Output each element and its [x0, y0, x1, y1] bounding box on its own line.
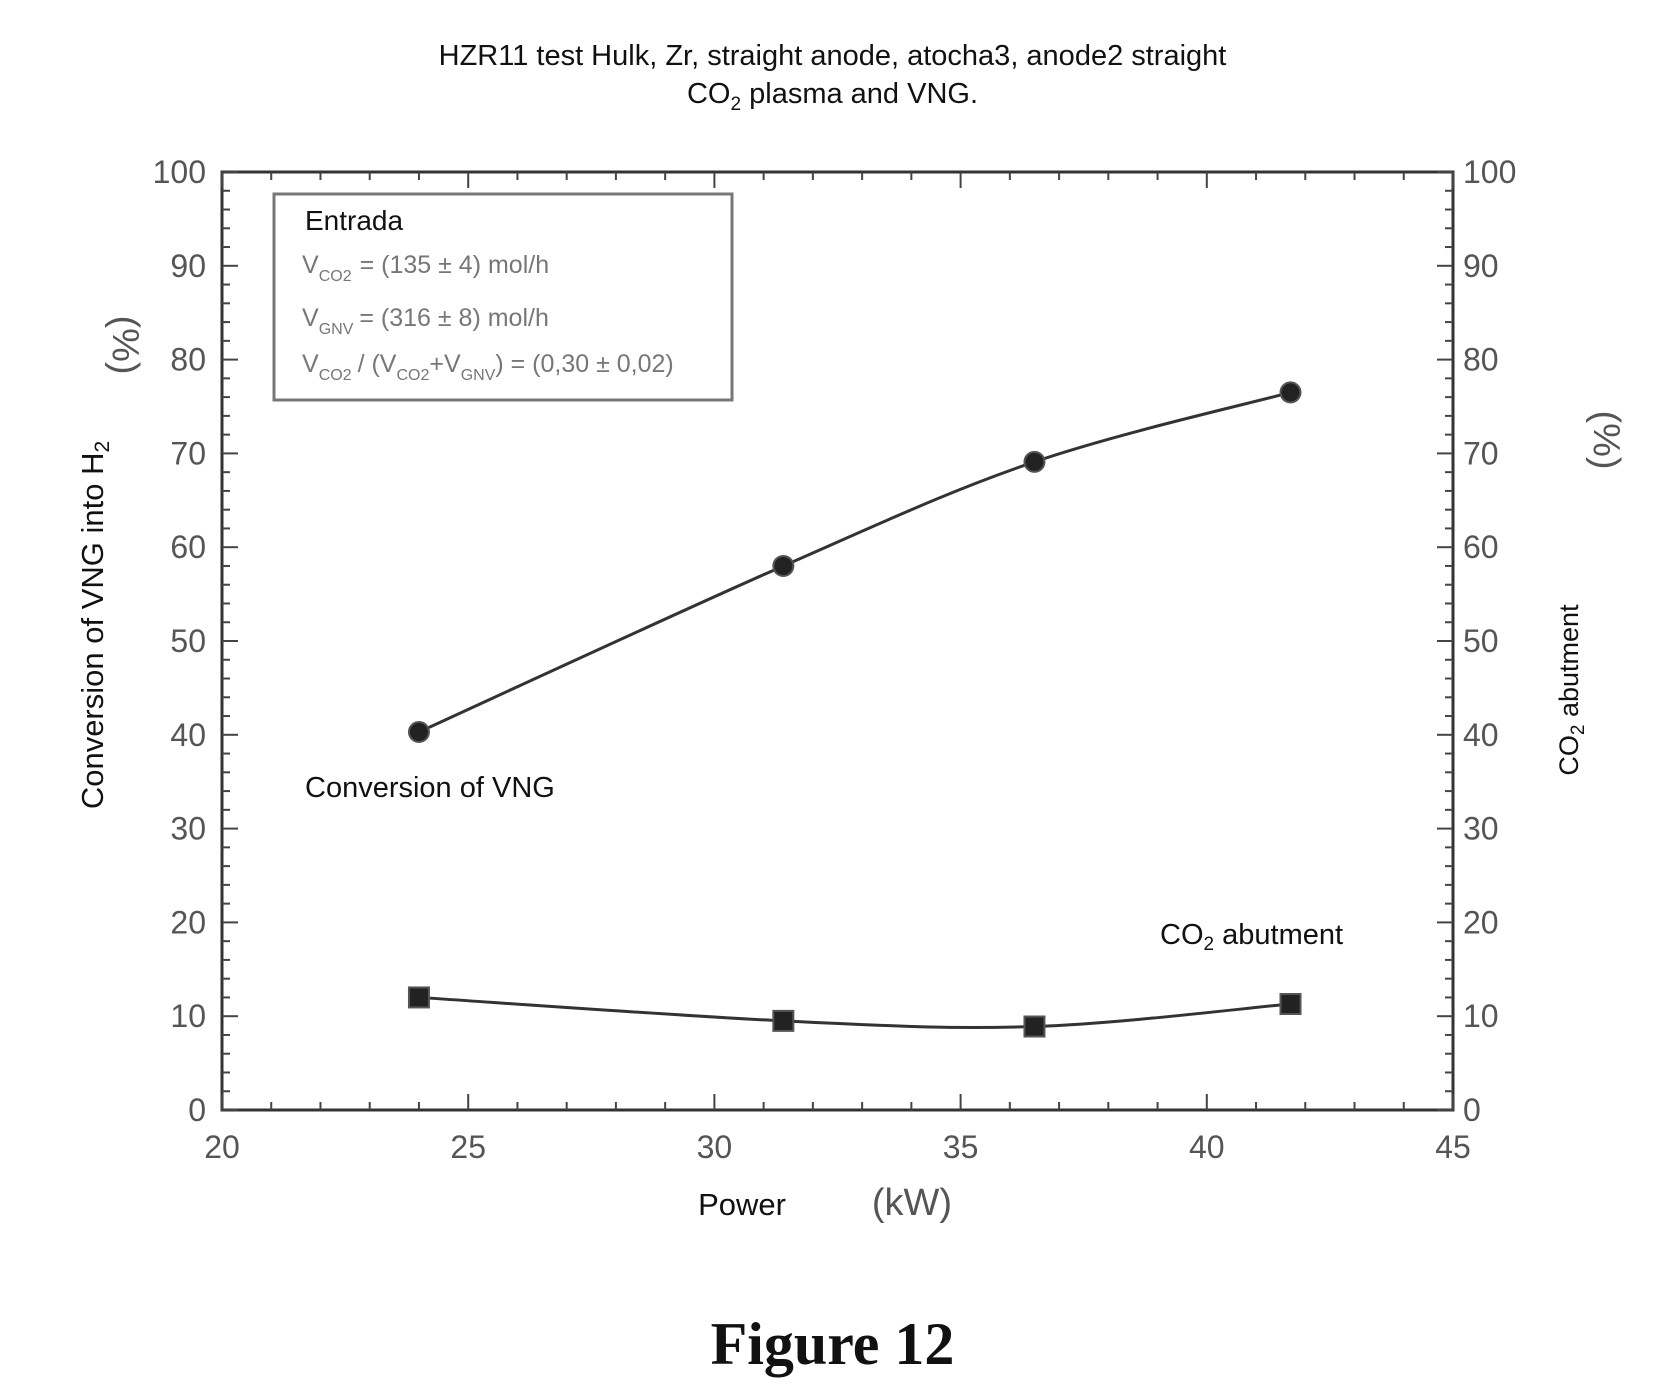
- x-tick-label: 45: [1435, 1129, 1471, 1165]
- series-line-co2-abutment: [419, 997, 1291, 1027]
- legend-box: Entrada VCO2= (135 ± 4) mol/h VGNV= (316…: [274, 194, 732, 400]
- y-tick-label: 90: [170, 248, 206, 284]
- y-tick-label: 100: [153, 154, 206, 190]
- y2-tick-label: 40: [1463, 717, 1499, 753]
- y-tick-label: 80: [170, 342, 206, 378]
- y-tick-label: 20: [170, 904, 206, 940]
- y2-tick-label: 50: [1463, 623, 1499, 659]
- y2-tick-label: 30: [1463, 811, 1499, 847]
- chart-svg: 0 0 10 10 20 20 30 30 40 40 50 50 60 60 70 70 80 80 90 90 10…: [0, 0, 1665, 1300]
- y2-axis-label: CO2 abutment: [1554, 604, 1589, 776]
- x-axis-label: Power: [698, 1187, 786, 1222]
- y2-tick-label: 100: [1463, 154, 1516, 190]
- y2-tick-label: 20: [1463, 904, 1499, 940]
- x-tick-label: 30: [697, 1129, 733, 1165]
- data-point-co2-abutment: [409, 987, 429, 1007]
- y-tick-label: 10: [170, 998, 206, 1034]
- y-tick-label: 60: [170, 529, 206, 565]
- y-tick-label: 30: [170, 811, 206, 847]
- y2-tick-label: 80: [1463, 342, 1499, 378]
- figure-caption: Figure 12: [0, 1310, 1665, 1379]
- y-tick-label: 50: [170, 623, 206, 659]
- y2-axis-unit: (%): [1585, 410, 1627, 469]
- data-point-co2-abutment: [1024, 1017, 1044, 1037]
- x-tick-label: 40: [1189, 1129, 1225, 1165]
- y-axis-unit: (%): [104, 315, 146, 374]
- y-tick-label: 40: [170, 717, 206, 753]
- legend-title: Entrada: [305, 205, 403, 236]
- data-point-co2-abutment: [1281, 994, 1301, 1014]
- y2-tick-label: 70: [1463, 435, 1499, 471]
- data-point-co2-abutment: [773, 1011, 793, 1031]
- x-tick-label: 20: [204, 1129, 240, 1165]
- data-point-conversion: [773, 556, 793, 576]
- y2-tick-label: 0: [1463, 1092, 1481, 1128]
- series-label-co2-abutment: CO2 abutment: [1160, 919, 1343, 955]
- data-point-conversion: [1024, 452, 1044, 472]
- series-line-conversion: [419, 392, 1291, 732]
- y2-tick-label: 60: [1463, 529, 1499, 565]
- y-axis-label: Conversion of VNG into H2: [75, 441, 114, 809]
- x-tick-label: 25: [450, 1129, 486, 1165]
- series-label-conversion: Conversion of VNG: [305, 772, 555, 804]
- y-tick-label: 0: [188, 1092, 206, 1128]
- y2-tick-label: 10: [1463, 998, 1499, 1034]
- data-point-conversion: [1281, 382, 1301, 402]
- x-axis-unit: (kW): [872, 1182, 952, 1224]
- data-point-conversion: [409, 722, 429, 742]
- x-tick-label: 35: [943, 1129, 979, 1165]
- y-tick-label: 70: [170, 435, 206, 471]
- y2-tick-label: 90: [1463, 248, 1499, 284]
